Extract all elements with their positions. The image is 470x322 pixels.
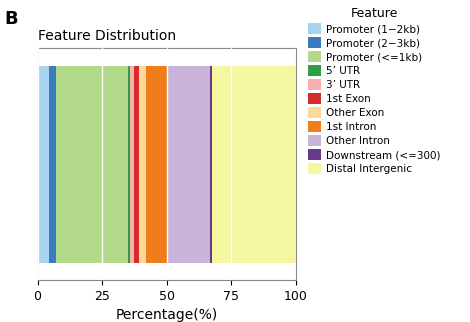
X-axis label: Percentage(%): Percentage(%) bbox=[116, 308, 218, 322]
Text: Feature Distribution: Feature Distribution bbox=[38, 29, 176, 43]
Bar bbox=[210, 66, 212, 263]
Bar bbox=[130, 66, 134, 263]
Bar bbox=[128, 66, 130, 263]
Bar bbox=[168, 66, 210, 263]
Bar bbox=[134, 66, 139, 263]
Bar bbox=[212, 66, 296, 263]
Bar bbox=[49, 66, 56, 263]
Legend: Promoter (1−2kb), Promoter (2−3kb), Promoter (<=1kb), 5’ UTR, 3’ UTR, 1st Exon, : Promoter (1−2kb), Promoter (2−3kb), Prom… bbox=[306, 5, 442, 176]
Bar bbox=[56, 66, 128, 263]
Bar bbox=[146, 66, 168, 263]
Bar bbox=[38, 66, 49, 263]
Text: B: B bbox=[5, 10, 18, 28]
Bar bbox=[139, 66, 146, 263]
